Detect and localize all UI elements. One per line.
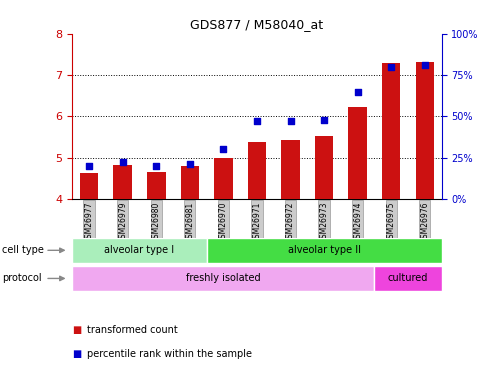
Bar bbox=[315, 136, 333, 199]
Point bbox=[152, 163, 160, 169]
Bar bbox=[374, 266, 442, 291]
Text: alveolar type I: alveolar type I bbox=[104, 245, 175, 255]
Bar bbox=[416, 62, 434, 199]
Point bbox=[85, 163, 93, 169]
Point bbox=[220, 146, 228, 152]
Point bbox=[186, 161, 194, 167]
Text: cultured: cultured bbox=[388, 273, 428, 284]
Text: ■: ■ bbox=[72, 350, 82, 359]
Text: alveolar type II: alveolar type II bbox=[287, 245, 361, 255]
Point bbox=[119, 159, 127, 165]
Bar bbox=[348, 107, 367, 199]
Bar bbox=[72, 238, 207, 262]
Bar bbox=[281, 140, 300, 199]
Text: freshly isolated: freshly isolated bbox=[186, 273, 261, 284]
Bar bbox=[248, 142, 266, 199]
Bar bbox=[207, 238, 442, 262]
Bar bbox=[72, 266, 374, 291]
Point bbox=[387, 64, 395, 70]
Bar bbox=[147, 172, 166, 199]
Text: ■: ■ bbox=[72, 325, 82, 335]
Point bbox=[286, 118, 294, 124]
Title: GDS877 / M58040_at: GDS877 / M58040_at bbox=[191, 18, 323, 31]
Point bbox=[354, 88, 362, 94]
Point bbox=[253, 118, 261, 124]
Bar bbox=[80, 173, 98, 199]
Text: percentile rank within the sample: percentile rank within the sample bbox=[87, 350, 252, 359]
Point bbox=[320, 117, 328, 123]
Text: cell type: cell type bbox=[2, 245, 44, 255]
Bar bbox=[214, 158, 233, 199]
Bar bbox=[181, 166, 199, 199]
Text: transformed count: transformed count bbox=[87, 325, 178, 335]
Point bbox=[421, 62, 429, 68]
Bar bbox=[113, 165, 132, 199]
Text: protocol: protocol bbox=[2, 273, 42, 284]
Bar bbox=[382, 63, 401, 199]
